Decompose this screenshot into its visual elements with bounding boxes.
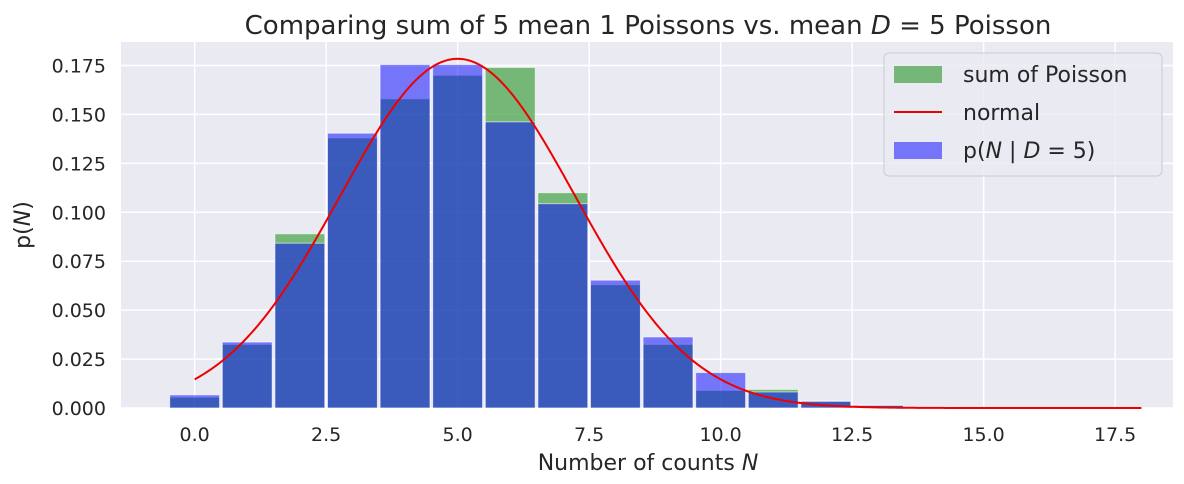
y-tick-label: 0.125 xyxy=(52,153,106,175)
normal-curve xyxy=(194,57,1142,409)
y-tick-label: 0.075 xyxy=(52,251,106,273)
y-tick-label: 0.150 xyxy=(52,104,106,126)
bar xyxy=(379,64,431,409)
x-tick-label: 17.5 xyxy=(1094,424,1136,446)
poisson-d5-bars xyxy=(169,64,1062,409)
legend-swatch-poisson-d5 xyxy=(894,142,942,159)
bar xyxy=(695,372,747,409)
legend-label-sum-of-poisson: sum of Poisson xyxy=(963,63,1127,88)
bar xyxy=(274,242,326,409)
legend-swatch-sum-of-poisson xyxy=(894,66,942,83)
bar xyxy=(589,279,641,409)
y-tick-label: 0.025 xyxy=(52,349,106,371)
legend-label-normal: normal xyxy=(963,101,1040,126)
bar xyxy=(169,394,221,409)
x-tick-label: 2.5 xyxy=(311,424,341,446)
bar xyxy=(642,336,694,409)
bar xyxy=(221,341,273,409)
x-tick-label: 5.0 xyxy=(443,424,473,446)
x-axis-label: Number of counts N xyxy=(538,451,759,476)
bar xyxy=(537,203,589,409)
legend-label-poisson-d5: p(N | D = 5) xyxy=(963,139,1095,164)
bar xyxy=(432,64,484,409)
y-axis-label: p(N) xyxy=(11,201,36,249)
y-tick-label: 0.000 xyxy=(52,398,106,420)
x-tick-label: 0.0 xyxy=(180,424,210,446)
x-tick-label: 7.5 xyxy=(574,424,604,446)
legend-box xyxy=(883,52,1163,177)
x-tick-labels: 0.0 2.5 5.0 7.5 10.0 12.5 15.0 17.5 xyxy=(180,424,1137,446)
x-tick-label: 15.0 xyxy=(962,424,1004,446)
x-tick-label: 12.5 xyxy=(831,424,873,446)
y-tick-label: 0.175 xyxy=(52,55,106,77)
bar xyxy=(326,132,378,409)
legend: sum of Poisson normal p(N | D = 5) xyxy=(883,52,1163,177)
y-tick-label: 0.100 xyxy=(52,202,106,224)
x-tick-label: 10.0 xyxy=(699,424,741,446)
y-tick-label: 0.050 xyxy=(52,300,106,322)
y-tick-labels: 0.000 0.025 0.050 0.075 0.100 0.125 0.150 0.175 xyxy=(52,55,106,420)
bar xyxy=(484,121,536,409)
chart-title: Comparing sum of 5 mean 1 Poissons vs. m… xyxy=(245,11,1052,41)
